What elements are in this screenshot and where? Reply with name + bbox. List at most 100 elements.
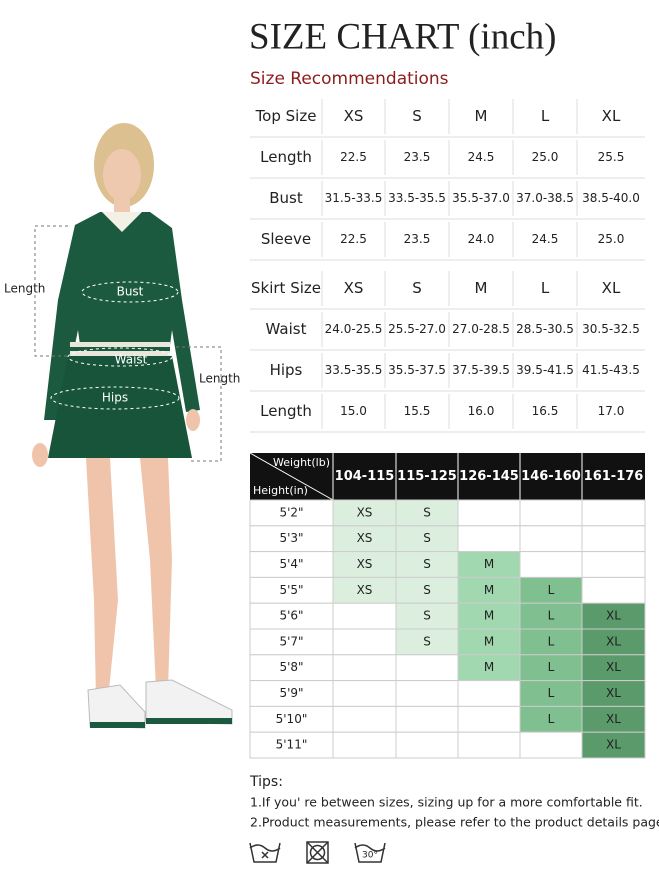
column-header: M: [475, 279, 488, 297]
table-cell: 39.5-41.5: [516, 363, 574, 377]
table-cell: 33.5-35.5: [388, 191, 446, 205]
size-cell: [519, 731, 583, 759]
table-cell: 31.5-33.5: [325, 191, 383, 205]
row-label: 5'3": [279, 531, 303, 545]
size-cell: [332, 525, 397, 553]
column-header: M: [475, 107, 488, 125]
table-cell: 25.5: [598, 150, 625, 164]
size-cell: [332, 628, 397, 656]
table-cell: 24.0: [468, 232, 495, 246]
measure-guides: [34, 225, 222, 462]
size-label: S: [423, 505, 431, 519]
corner-diagonal: [249, 452, 334, 501]
size-label: M: [484, 660, 494, 674]
tips-title: Tips:: [249, 774, 283, 790]
size-cell: [519, 499, 583, 527]
size-label: M: [484, 583, 494, 597]
size-cell: [332, 654, 397, 682]
row-label: 5'6": [279, 609, 303, 623]
size-cell: [519, 705, 583, 733]
size-cell: [519, 654, 583, 682]
size-cell: [395, 628, 459, 656]
row-label: Waist: [266, 320, 307, 338]
size-label: S: [423, 634, 431, 648]
size-label: S: [423, 583, 431, 597]
row-label: Length: [260, 148, 312, 166]
row-label: 5'11": [276, 738, 308, 752]
table-cell: 25.0: [532, 150, 559, 164]
table-cell: 27.0-28.5: [452, 322, 510, 336]
table-cell: 23.5: [404, 232, 431, 246]
size-cell: [395, 680, 459, 707]
column-header: 146-160: [521, 469, 581, 484]
size-label: XL: [606, 712, 621, 726]
row-label: 5'10": [276, 712, 308, 726]
size-label: XS: [357, 583, 373, 597]
size-cell: [519, 680, 583, 707]
row-label: Sleeve: [261, 230, 311, 248]
figure-label: Length: [199, 372, 240, 386]
column-header: 104-115: [335, 469, 395, 484]
height-cell: [249, 705, 334, 733]
table-cell: 24.5: [468, 150, 495, 164]
size-label: XS: [357, 557, 373, 571]
subtitle: Size Recommendations: [250, 69, 449, 89]
row-label: Skirt Size: [251, 279, 321, 297]
size-cell: [457, 499, 521, 527]
corner-label: Weight(lb): [273, 456, 330, 469]
table-cell: 17.0: [598, 404, 625, 418]
size-label: XL: [606, 634, 621, 648]
care-icons: [249, 841, 386, 864]
column-header: 115-125: [397, 469, 457, 484]
column-header: L: [541, 279, 550, 297]
model-figure: [32, 123, 233, 729]
corner-label: Height(in): [253, 484, 308, 497]
size-cell: [395, 551, 459, 578]
size-label: XS: [357, 531, 373, 545]
size-label: L: [548, 609, 555, 623]
size-label: S: [423, 531, 431, 545]
size-label: M: [484, 634, 494, 648]
size-label: S: [423, 557, 431, 571]
table-cell: 30.5-32.5: [582, 322, 640, 336]
table-cell: 15.5: [404, 404, 431, 418]
row-label: Bust: [269, 189, 303, 207]
table-cell: 38.5-40.0: [582, 191, 640, 205]
size-cell: [581, 680, 646, 707]
size-cell: [457, 525, 521, 553]
size-cell: [457, 680, 521, 707]
tip: 2.Product measurements, please refer to …: [250, 815, 659, 830]
size-cell: [332, 602, 397, 630]
table-cell: 25.0: [598, 232, 625, 246]
table-cell: 35.5-37.5: [388, 363, 446, 377]
size-label: L: [548, 712, 555, 726]
row-label: 5'9": [279, 686, 303, 700]
title: SIZE CHART (inch): [249, 16, 556, 57]
size-cell: [457, 705, 521, 733]
size-cell: [581, 525, 646, 553]
size-label: M: [484, 557, 494, 571]
row-label: 5'7": [279, 634, 303, 648]
size-label: L: [548, 634, 555, 648]
size-label: XL: [606, 738, 621, 752]
size-label: L: [548, 686, 555, 700]
wash-temperature: 30°: [362, 851, 378, 861]
size-cell: [581, 731, 646, 759]
size-cell: [395, 576, 459, 604]
size-cell: [457, 551, 521, 578]
column-header: 161-176: [584, 469, 644, 484]
size-cell: [519, 628, 583, 656]
size-label: XL: [606, 686, 621, 700]
size-cell: [581, 551, 646, 578]
row-label: 5'2": [279, 505, 303, 519]
size-label: XL: [606, 609, 621, 623]
row-label: Hips: [270, 361, 303, 379]
table-cell: 22.5: [340, 150, 367, 164]
header-background: [250, 453, 645, 500]
size-cell: [395, 602, 459, 630]
table-cell: 16.0: [468, 404, 495, 418]
table-cell: 41.5-43.5: [582, 363, 640, 377]
size-cell: [519, 525, 583, 553]
size-cell: [332, 680, 397, 707]
